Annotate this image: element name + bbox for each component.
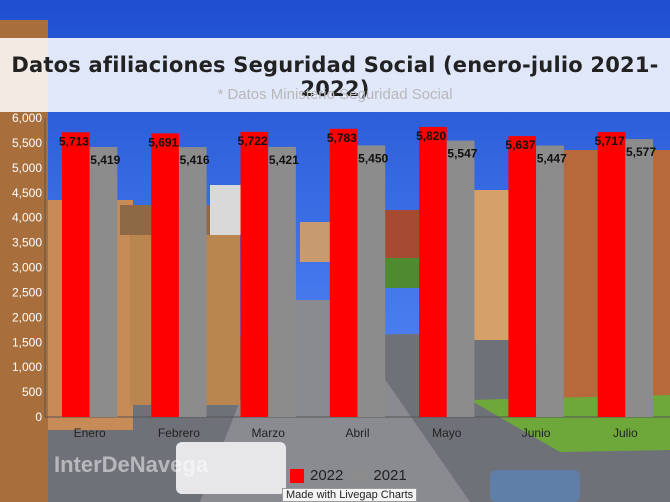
bar-2022-julio xyxy=(597,132,626,417)
credit-label[interactable]: Made with Livegap Charts xyxy=(282,488,418,502)
chart-subtitle: * Datos Ministerio Seguridad Social xyxy=(217,86,453,103)
data-label-2021-febrero: 5,416 xyxy=(180,153,210,167)
y-tick-label: 2,500 xyxy=(12,285,42,299)
y-tick-label: 4,000 xyxy=(12,211,42,225)
y-tick-label: 4,500 xyxy=(12,186,42,200)
x-tick-label: Junio xyxy=(522,426,551,440)
x-tick-label: Mayo xyxy=(432,426,462,440)
bar-2021-julio xyxy=(625,139,654,417)
data-label-2021-junio: 5,447 xyxy=(537,152,567,166)
chart-title: Datos afiliaciones Seguridad Social (ene… xyxy=(11,53,659,101)
data-label-2022-febrero: 5,691 xyxy=(148,135,178,149)
data-label-2021-enero: 5,419 xyxy=(90,153,120,167)
watermark-logo: InterDeNavega xyxy=(54,452,209,477)
data-label-2022-abril: 5,783 xyxy=(327,131,357,145)
bar-2022-marzo xyxy=(240,131,269,417)
data-label-2022-julio: 5,717 xyxy=(595,134,625,148)
x-tick-label: Febrero xyxy=(158,426,200,440)
legend-swatch-2021[interactable] xyxy=(353,468,368,483)
y-tick-label: 0 xyxy=(35,410,42,424)
legend-label-2021[interactable]: 2021 xyxy=(373,467,407,484)
data-label-2021-abril: 5,450 xyxy=(358,151,388,165)
bar-2021-mayo xyxy=(446,140,475,417)
y-tick-label: 6,000 xyxy=(12,111,42,125)
data-label-2021-mayo: 5,547 xyxy=(447,147,477,161)
bar-2021-abril xyxy=(357,145,386,418)
x-tick-label: Abril xyxy=(345,426,369,440)
data-label-2022-mayo: 5,820 xyxy=(416,129,446,143)
y-tick-label: 5,500 xyxy=(12,136,42,150)
data-label-2021-julio: 5,577 xyxy=(626,145,656,159)
data-label-2022-enero: 5,713 xyxy=(59,134,89,148)
legend-label-2022[interactable]: 2022 xyxy=(310,467,344,484)
chart-legend[interactable]: 2022 2021 xyxy=(290,467,407,484)
x-tick-label: Marzo xyxy=(252,426,286,440)
bar-2021-febrero xyxy=(178,147,207,417)
bar-2022-enero xyxy=(61,132,90,417)
data-label-2021-marzo: 5,421 xyxy=(269,153,299,167)
data-label-2022-marzo: 5,722 xyxy=(238,134,268,148)
y-tick-label: 500 xyxy=(22,385,42,399)
legend-swatch-2022[interactable] xyxy=(290,468,304,483)
y-tick-label: 1,000 xyxy=(12,360,42,374)
y-tick-label: 5,000 xyxy=(12,161,42,175)
y-tick-label: 2,000 xyxy=(12,310,42,324)
bar-2022-abril xyxy=(329,128,358,417)
bar-2021-junio xyxy=(536,145,564,417)
y-tick-label: 1,500 xyxy=(12,335,42,349)
y-tick-label: 3,000 xyxy=(12,261,42,275)
bar-2022-febrero xyxy=(151,133,179,417)
x-tick-label: Enero xyxy=(74,426,106,440)
bar-2022-mayo xyxy=(419,126,447,417)
y-tick-label: 3,500 xyxy=(12,236,42,250)
bar-2021-enero xyxy=(89,146,118,417)
bar-2022-junio xyxy=(508,136,537,418)
bar-2021-marzo xyxy=(268,146,296,417)
x-tick-label: Julio xyxy=(613,426,638,440)
data-label-2022-junio: 5,637 xyxy=(505,138,535,152)
